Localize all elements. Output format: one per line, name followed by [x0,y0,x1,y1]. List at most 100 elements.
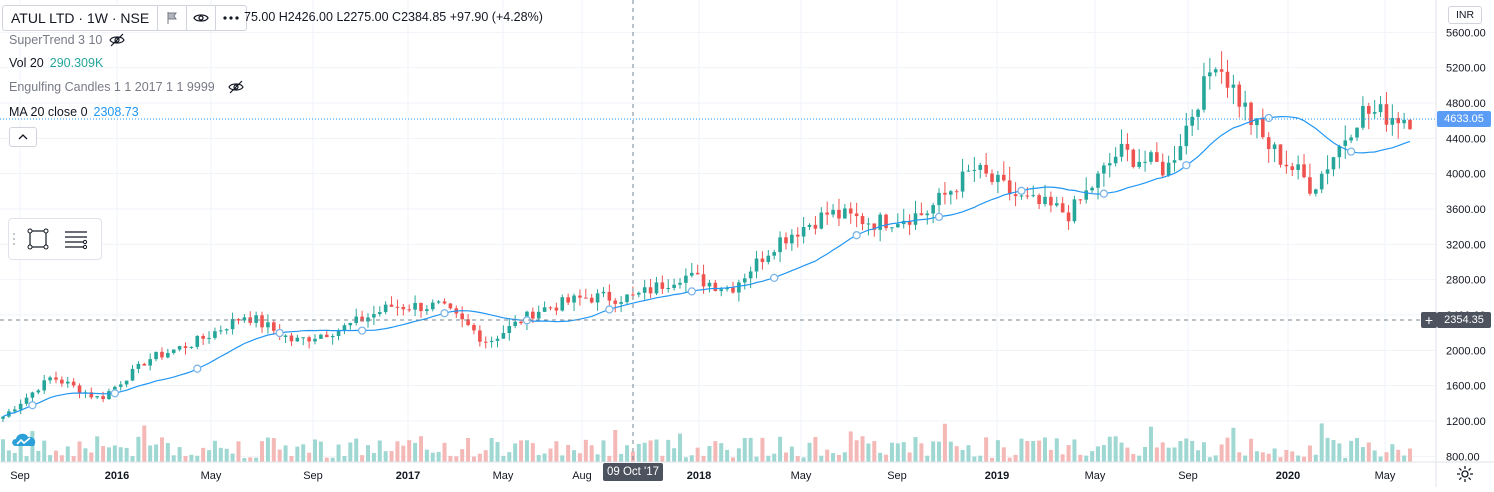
volume-bar [371,452,376,462]
volume-bar [165,443,170,462]
candle-body [701,274,706,287]
more-button[interactable] [216,6,246,30]
x-tick-label: May [201,470,222,482]
ma-label: MA 20 close 0 [9,105,88,119]
volume-bar [778,436,783,462]
candle-body [1208,72,1212,77]
candle-body [1131,149,1136,167]
candle-body [695,272,700,275]
volume-bar [1231,427,1236,462]
candle-body [313,338,317,342]
volume-bar [866,443,871,462]
candle-body [719,289,724,292]
volume-bar [842,452,847,462]
lines-tool-button[interactable] [57,220,95,258]
x-tick-label: May [1375,470,1396,482]
eye-button[interactable] [187,6,217,30]
candle-body [101,396,105,400]
candle-body [642,287,647,293]
candle-body [71,381,76,386]
eye-icon [193,14,209,22]
volume-bar [1366,442,1371,462]
volume-bar [813,437,818,462]
candle-body [1107,163,1112,166]
candle-body [1031,195,1036,197]
volume-bar [65,446,70,462]
candle-body [854,213,859,217]
candle-body [118,384,123,387]
volume-bar [218,447,223,462]
flag-icon [167,12,178,24]
candle-body [1202,76,1206,110]
volume-bar [931,441,936,462]
volume-bar [1043,437,1048,462]
volume-value: 290.309K [49,56,104,70]
rectangle-tool-button[interactable] [19,220,57,258]
volume-bar [265,437,270,462]
candle-body [1049,196,1053,206]
candle-body [1408,119,1412,130]
candle-body [266,322,270,328]
volume-bar [783,452,788,462]
volume-bar [171,455,176,462]
candle-body [707,282,712,287]
candle-body [295,337,300,342]
volume-bar [53,450,58,462]
candle-body [207,337,211,339]
volume-bar [407,440,412,462]
candle-body [1349,137,1353,141]
volume-bar [572,450,577,462]
candle-body [607,291,612,301]
symbol-label[interactable]: ATUL LTD · 1W · NSE [3,6,159,30]
candle-body [1366,105,1371,114]
volume-bar [418,436,423,462]
flag-button[interactable] [158,6,188,30]
candle-body [448,303,453,309]
add-alert-button[interactable]: + [1421,312,1437,328]
candle-body [1166,162,1171,176]
volume-bar [548,448,553,462]
volume-bar [101,446,106,462]
volume-bar [354,438,359,462]
hidden-eye-icon[interactable] [227,80,245,94]
tradingview-logo-icon[interactable] [10,428,38,448]
drag-handle[interactable] [9,219,19,259]
hidden-eye-icon[interactable] [108,33,126,47]
engulfing-marker [770,273,779,283]
volume-bar [678,433,683,462]
legend-engulfing[interactable]: Engulfing Candles 1 1 2017 1 1 9999 [9,80,245,94]
candle-body [360,316,364,322]
volume-bar [42,440,47,462]
settings-button[interactable] [1456,465,1474,483]
volume-bar [878,452,883,462]
candle-body [224,329,229,331]
candle-body [1143,161,1147,163]
volume-bar [436,451,441,462]
candle-body [1007,180,1012,195]
volume-bar [1325,437,1330,462]
volume-bar [701,455,706,462]
candle-body [784,237,788,244]
x-tick-label: Sep [10,470,30,482]
candle-body [890,227,894,229]
candle-body [1178,146,1183,161]
legend-volume[interactable]: Vol 20 290.309K [9,56,103,70]
currency-button[interactable]: INR [1448,6,1482,24]
volume-bar [1201,442,1206,462]
candle-body [354,316,359,323]
collapse-legend-button[interactable] [9,127,37,147]
volume-bar [154,444,159,462]
volume-bar [413,442,418,462]
candle-body [1396,117,1401,124]
candle-body [1237,84,1242,107]
volume-bar [1408,448,1412,462]
engulfing-marker [28,401,37,410]
legend-ma[interactable]: MA 20 close 0 2308.73 [9,105,139,119]
candle-body [1084,190,1089,200]
volume-bar [489,438,494,462]
legend-supertrend[interactable]: SuperTrend 3 10 [9,33,126,47]
volume-bar [48,455,53,462]
candle-body [1072,199,1077,222]
